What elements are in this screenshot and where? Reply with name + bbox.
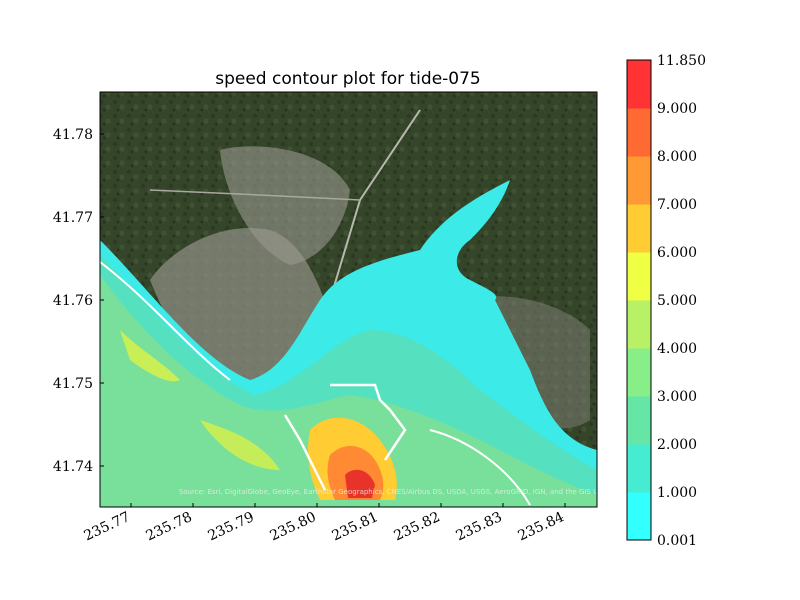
map-area: Source: Esri, DigitalGlobe, GeoEye, Eart… — [100, 92, 702, 507]
colorbar-tick-label: 11.850 — [657, 53, 706, 69]
colorbar-segments — [627, 60, 651, 541]
x-tick-label: 235.80 — [268, 509, 319, 544]
channel-edge — [429, 429, 531, 506]
colorbar-tick-label: 6.000 — [657, 245, 697, 261]
x-tick-label: 235.84 — [516, 509, 567, 544]
colorbar-tick-label: 8.000 — [657, 149, 697, 165]
x-tick: 235.82 — [392, 503, 443, 544]
water-yellow-patch-2 — [200, 420, 280, 470]
colorbar-segment — [627, 204, 651, 253]
colorbar-tick-label: 0.001 — [657, 533, 697, 549]
x-tick-label: 235.79 — [206, 509, 257, 544]
x-axis: 235.77 235.78 235.79 235.80 235.81 235.8… — [82, 503, 567, 544]
colorbar-labels: 0.001 1.000 2.000 3.000 4.000 5.000 6.000 7.000… — [657, 53, 706, 549]
colorbar-tick-label: 2.000 — [657, 437, 697, 453]
colorbar-segment — [627, 156, 651, 205]
y-tick: 41.78 — [53, 127, 104, 143]
x-tick-label: 235.82 — [392, 509, 443, 544]
water-yellow-patch — [120, 330, 180, 382]
colorbar-segment — [627, 492, 651, 541]
colorbar-segment — [627, 300, 651, 349]
jetty — [330, 383, 407, 461]
colorbar-tick-label: 9.000 — [657, 101, 697, 117]
x-tick-label: 235.78 — [144, 509, 195, 544]
x-tick: 235.83 — [454, 503, 505, 544]
road — [149, 189, 361, 201]
colorbar-segment — [627, 108, 651, 157]
water-max-zone — [345, 469, 375, 498]
colorbar-tick-label: 5.000 — [657, 293, 697, 309]
x-tick-label: 235.83 — [454, 509, 505, 544]
town-area-north — [220, 146, 350, 265]
colorbar: 0.001 1.000 2.000 3.000 4.000 5.000 6.000 7.000… — [626, 53, 706, 549]
y-axis: 41.74 41.75 41.76 41.77 41.78 — [53, 127, 104, 475]
x-tick: 235.77 — [82, 503, 133, 544]
y-tick: 41.74 — [53, 459, 104, 475]
y-tick-label: 41.75 — [53, 376, 93, 392]
colorbar-segment — [627, 444, 651, 493]
x-tick: 235.81 — [330, 503, 381, 544]
colorbar-tick-label: 3.000 — [657, 389, 697, 405]
jetty-2 — [283, 414, 327, 491]
y-tick: 41.75 — [53, 376, 104, 392]
colorbar-tick-label: 4.000 — [657, 341, 697, 357]
y-tick: 41.76 — [53, 293, 104, 309]
colorbar-segment — [627, 60, 651, 109]
attribution-text: Source: Esri, DigitalGlobe, GeoEye, Eart… — [179, 488, 702, 496]
colorbar-segment — [627, 252, 651, 301]
colorbar-segment — [627, 396, 651, 445]
y-tick-label: 41.77 — [53, 210, 93, 226]
x-tick: 235.80 — [268, 503, 319, 544]
colorbar-segment — [627, 348, 651, 397]
y-tick: 41.77 — [53, 210, 104, 226]
y-tick-label: 41.78 — [53, 127, 93, 143]
colorbar-tick-label: 1.000 — [657, 485, 697, 501]
shoreline — [100, 261, 231, 381]
colorbar-tick-label: 7.000 — [657, 197, 697, 213]
x-tick: 235.84 — [516, 503, 567, 544]
chart-title: speed contour plot for tide-075 — [215, 69, 481, 89]
x-tick-label: 235.77 — [82, 509, 133, 544]
x-tick: 235.78 — [144, 503, 195, 544]
x-tick: 235.79 — [206, 503, 257, 544]
y-tick-label: 41.76 — [53, 293, 93, 309]
y-tick-label: 41.74 — [53, 459, 93, 475]
colorbar-frame — [626, 59, 652, 541]
x-tick-label: 235.81 — [330, 509, 381, 544]
